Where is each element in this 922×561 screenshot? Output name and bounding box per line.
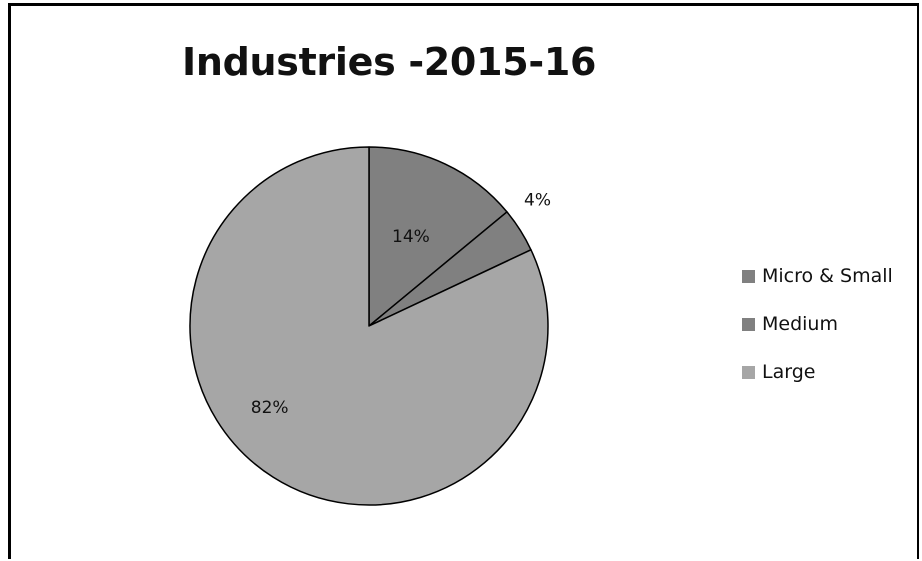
- legend-swatch-medium: [742, 317, 755, 331]
- legend-swatch-large: [742, 365, 755, 379]
- data-label-large: 82%: [251, 398, 289, 418]
- legend-item-medium: Medium: [742, 312, 893, 336]
- pie-slice-large: [189, 146, 549, 506]
- pie-slice-micro-small: [368, 146, 508, 327]
- legend: Micro & Small Medium Large: [742, 264, 893, 408]
- legend-label-micro-small: Micro & Small: [762, 265, 893, 287]
- data-label-medium: 4%: [524, 190, 551, 210]
- legend-item-large: Large: [742, 360, 893, 384]
- data-label-micro-small: 14%: [392, 227, 430, 247]
- legend-swatch-micro-small: [742, 269, 755, 283]
- legend-label-large: Large: [762, 361, 816, 383]
- legend-label-medium: Medium: [762, 313, 838, 335]
- legend-item-micro-small: Micro & Small: [742, 264, 893, 288]
- chart-title: Industries -2015-16: [182, 40, 597, 84]
